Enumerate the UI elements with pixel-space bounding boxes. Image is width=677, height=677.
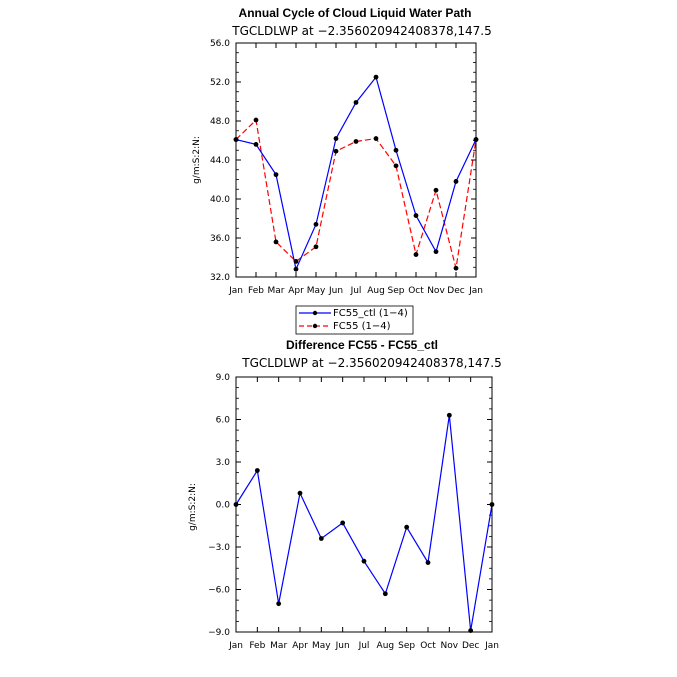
x-tick-label: Feb xyxy=(248,286,264,296)
data-point xyxy=(393,163,399,169)
x-tick-label: Dec xyxy=(462,641,479,651)
series-line-0 xyxy=(235,415,493,631)
x-tick-label: Oct xyxy=(420,641,436,651)
data-point xyxy=(313,244,319,250)
series-line-0 xyxy=(235,75,477,272)
data-point xyxy=(413,252,419,257)
plot-frame xyxy=(235,376,493,633)
legend-label: FC55_ctl (1−4) xyxy=(333,308,408,319)
x-tick-label: Sep xyxy=(388,286,405,296)
y-tick-label: −9.0 xyxy=(208,628,230,638)
x-tick-label: Jan xyxy=(484,641,499,651)
x-tick-label: Jan xyxy=(228,286,243,296)
x-tick-label: Sep xyxy=(398,641,415,651)
data-point xyxy=(382,591,388,597)
x-tick-label: Jul xyxy=(358,641,370,651)
y-tick-label: 52.0 xyxy=(210,78,230,88)
data-point xyxy=(433,249,439,255)
data-point xyxy=(313,221,319,227)
data-point xyxy=(373,74,379,80)
data-point xyxy=(273,239,279,245)
data-point xyxy=(353,100,359,105)
legend: FC55_ctl (1−4) FC55 (1−4) xyxy=(295,305,414,335)
data-point xyxy=(425,560,431,565)
y-tick-label: 6.0 xyxy=(216,416,231,426)
x-tick-label: Aug xyxy=(367,286,385,296)
chart-title: Difference FC55 - FC55_ctl xyxy=(286,338,438,352)
data-point xyxy=(293,259,299,264)
data-point xyxy=(446,412,452,418)
legend-label: FC55 (1−4) xyxy=(333,321,391,332)
x-tick-label: Feb xyxy=(249,641,265,651)
data-point xyxy=(273,172,279,178)
panel-annual-cycle: Annual Cycle of Cloud Liquid Water Path … xyxy=(192,6,492,296)
x-tick-label: Aug xyxy=(377,641,395,651)
data-point xyxy=(413,213,419,218)
data-point xyxy=(453,179,459,184)
panel-difference: Difference FC55 - FC55_ctl TGCLDLWP at −… xyxy=(188,338,502,651)
x-tick-label: May xyxy=(312,641,331,651)
data-point xyxy=(404,524,410,530)
y-tick-label: 3.0 xyxy=(216,458,231,468)
data-point xyxy=(297,490,303,496)
legend-marker xyxy=(312,310,318,316)
x-tick-label: Jun xyxy=(328,286,343,296)
y-tick-label: 48.0 xyxy=(210,117,230,127)
plot-frame xyxy=(235,42,477,278)
x-tick-label: Jan xyxy=(468,286,483,296)
y-axis-label: g/m:S:2:N: xyxy=(192,136,202,184)
legend-marker xyxy=(312,323,318,329)
legend-entry-ctl: FC55_ctl (1−4) xyxy=(299,308,408,319)
y-axis-label: g/m:S:2:N: xyxy=(188,483,198,531)
x-tick-label: Mar xyxy=(270,641,287,651)
y-tick-label: 40.0 xyxy=(210,195,230,205)
data-point xyxy=(318,536,324,541)
x-tick-label: May xyxy=(307,286,326,296)
y-tick-label: −6.0 xyxy=(208,586,230,596)
x-tick-label: Mar xyxy=(268,286,285,296)
y-tick-label: 36.0 xyxy=(210,234,230,244)
data-point xyxy=(293,266,299,272)
data-point xyxy=(254,468,260,473)
data-point xyxy=(361,558,367,564)
chart-subtitle: TGCLDLWP at −2.356020942408378,147.5 xyxy=(241,356,502,370)
x-tick-label: Apr xyxy=(292,641,308,651)
data-point xyxy=(373,136,379,141)
y-tick-label: 32.0 xyxy=(210,273,230,283)
legend-box xyxy=(295,305,414,335)
data-point xyxy=(453,265,459,271)
legend-entry-fc55: FC55 (1−4) xyxy=(299,321,391,332)
y-tick-label: 44.0 xyxy=(210,156,230,166)
x-tick-label: Jul xyxy=(350,286,362,296)
y-tick-label: −3.0 xyxy=(208,543,230,553)
data-point xyxy=(353,139,359,144)
x-tick-label: Nov xyxy=(441,641,459,651)
x-tick-label: Oct xyxy=(408,286,424,296)
x-tick-label: Nov xyxy=(427,286,445,296)
data-point xyxy=(276,601,282,607)
data-point xyxy=(340,520,346,526)
data-point xyxy=(433,187,439,193)
chart-subtitle: TGCLDLWP at −2.356020942408378,147.5 xyxy=(231,24,492,38)
y-tick-label: 56.0 xyxy=(210,39,230,49)
y-tick-label: 0.0 xyxy=(216,501,231,511)
chart-title: Annual Cycle of Cloud Liquid Water Path xyxy=(239,6,472,20)
x-tick-label: Jan xyxy=(228,641,243,651)
x-tick-label: Apr xyxy=(288,286,304,296)
data-point xyxy=(333,148,339,154)
data-point xyxy=(253,117,259,123)
data-point xyxy=(253,142,259,147)
data-point xyxy=(333,136,339,141)
y-tick-label: 9.0 xyxy=(216,373,231,383)
x-tick-label: Dec xyxy=(447,286,464,296)
data-point xyxy=(393,147,399,153)
x-tick-label: Jun xyxy=(335,641,350,651)
